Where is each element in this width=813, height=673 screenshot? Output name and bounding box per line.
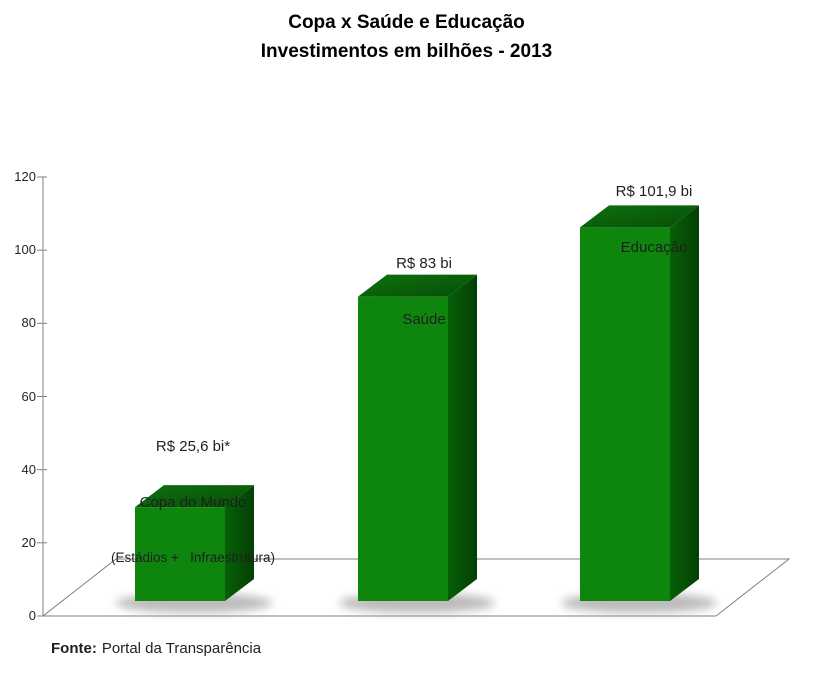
annotation-category: Educação (620, 238, 688, 256)
annotation-category: Copa do Mundo (139, 493, 247, 511)
bar-side-face (670, 205, 699, 601)
source-text: Portal da Transparência (101, 640, 262, 657)
y-tick-label: 60 (21, 388, 36, 404)
chart-subtitle: Investimentos em bilhões - 2013 (260, 41, 553, 62)
floor (41, 558, 791, 617)
y-tick-label: 20 (21, 534, 36, 550)
y-tick-label: 120 (14, 169, 36, 184)
y-tick-label: 80 (21, 315, 36, 331)
bar (580, 227, 670, 601)
source-label: Fonte: (51, 640, 97, 657)
bar-annotation-copa: R$ 25,6 bi* Copa do Mundo (Estádios + In… (111, 401, 275, 605)
bar-annotation-saude: R$ 83 bi Saúde (396, 218, 452, 366)
annotation-value: R$ 101,9 bi (615, 183, 693, 200)
annotation-detail: (Estádios + Infraestrutura) (111, 550, 275, 565)
bar (135, 507, 225, 601)
bar-annotation-educacao: R$ 101,9 bi Educação (616, 146, 693, 294)
chart-title: Copa x Saúde e Educação (288, 12, 525, 33)
chart-title-block: Copa x Saúde e Educação Investimentos em… (0, 8, 813, 66)
bar-top-face (358, 274, 477, 297)
annotation-value: R$ 25,6 bi* (155, 438, 231, 455)
y-tick-label: 40 (21, 461, 36, 477)
bar-side-face (225, 485, 254, 601)
y-tick-label: 100 (14, 242, 36, 258)
y-tick-label: 0 (28, 608, 36, 623)
bar (358, 296, 448, 601)
source-line: Fonte: Portal da Transparência (51, 640, 261, 657)
bar-top-face (580, 205, 699, 228)
annotation-value: R$ 83 bi (396, 255, 452, 272)
bar-top-face (135, 485, 254, 508)
annotation-category: Saúde (402, 310, 446, 328)
bar-side-face (448, 274, 477, 601)
